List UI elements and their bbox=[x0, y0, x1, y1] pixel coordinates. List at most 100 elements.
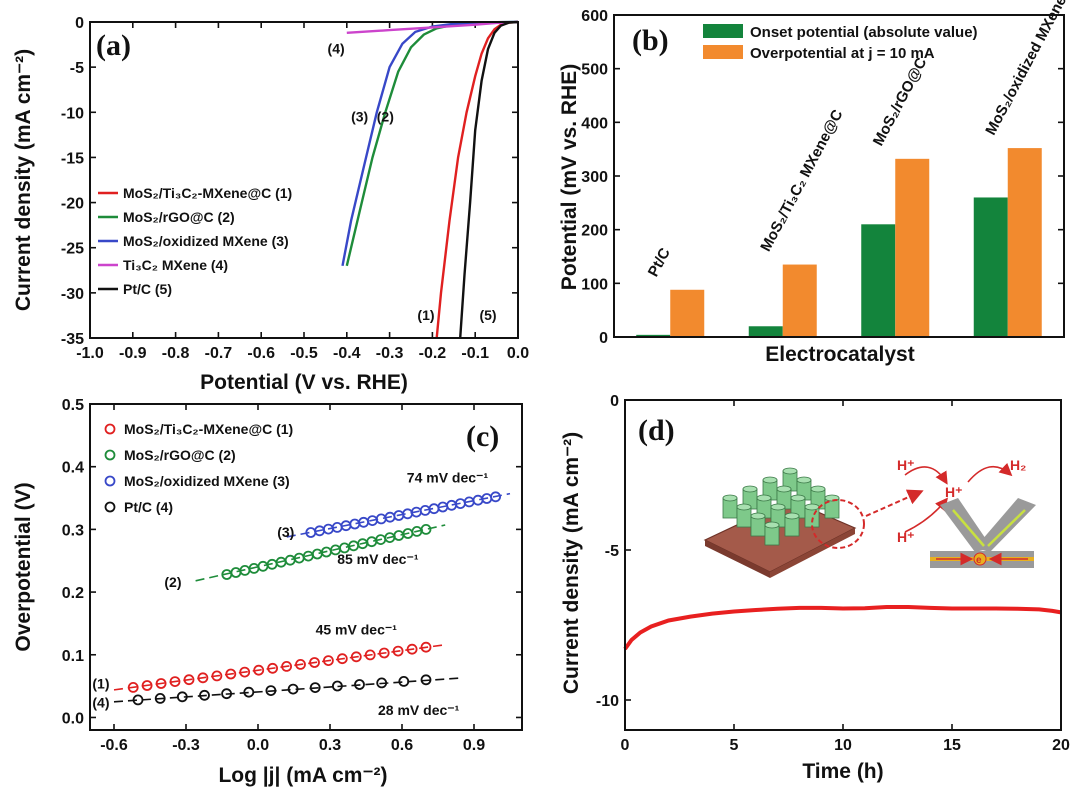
y-tick-label: -5 bbox=[605, 543, 619, 560]
slope-label: 85 mV dec⁻¹ bbox=[337, 551, 419, 567]
data-point bbox=[331, 680, 343, 692]
inset-h-plus-bottom: H⁺ bbox=[897, 529, 915, 545]
data-point bbox=[309, 682, 321, 693]
data-point bbox=[366, 536, 378, 548]
panel-a-xlabel: Potential (V vs. RHE) bbox=[200, 371, 408, 394]
y-tick-label: 0.5 bbox=[62, 397, 84, 414]
y-tick-label: -10 bbox=[596, 693, 619, 710]
panel-a-ylabel: Current density (mA cm⁻²) bbox=[12, 49, 35, 311]
panel-a-series bbox=[341, 20, 519, 339]
series-line-2 bbox=[345, 20, 519, 267]
x-tick-label: -0.9 bbox=[119, 345, 147, 362]
data-point bbox=[281, 661, 293, 672]
slope-label: (1) bbox=[92, 676, 109, 692]
panel-b-legend: Onset potential (absolute value) Overpote… bbox=[703, 24, 978, 62]
panel-d-ylabel: Current density (mA cm⁻²) bbox=[560, 432, 583, 694]
data-point bbox=[253, 664, 265, 676]
data-point bbox=[132, 694, 144, 706]
data-point bbox=[350, 651, 362, 663]
data-point bbox=[287, 683, 299, 695]
bar bbox=[973, 197, 1008, 337]
data-point bbox=[406, 643, 418, 655]
slope-label: 28 mV dec⁻¹ bbox=[378, 702, 460, 718]
panel-b-xlabel: Electrocatalyst bbox=[765, 343, 914, 366]
series-line-1 bbox=[435, 20, 519, 339]
y-tick-label: -35 bbox=[61, 331, 84, 348]
panel-c-label: (c) bbox=[466, 420, 499, 453]
panel-d-label: (d) bbox=[638, 414, 675, 447]
slope-label: (3) bbox=[277, 524, 294, 540]
panel-a: (a) -1.0 -0.9 -0.8 -0.7 -0.6 -0.5 -0.4 -0.3 -0.2… bbox=[12, 15, 529, 394]
panel-a-frame bbox=[89, 21, 519, 339]
data-point bbox=[199, 689, 210, 701]
reaction-scheme: H⁺ H₂ H⁺ H⁺ bbox=[897, 457, 1026, 545]
y-tick-label: -15 bbox=[61, 150, 84, 167]
slope-label: 45 mV dec⁻¹ bbox=[316, 622, 398, 638]
x-tick-label: 10 bbox=[834, 737, 852, 754]
x-tick-label: 0.9 bbox=[463, 737, 485, 754]
y-tick-label: 0.2 bbox=[62, 585, 84, 602]
x-tick-label: 0 bbox=[621, 737, 630, 754]
legend-entry: Ti₃C₂ MXene (4) bbox=[123, 257, 228, 273]
bar bbox=[748, 326, 783, 337]
data-point bbox=[472, 494, 484, 506]
data-point bbox=[183, 674, 195, 686]
panel-b-ylabel: Potential (mV vs. RHE) bbox=[558, 64, 581, 290]
y-tick-label: 0 bbox=[599, 330, 608, 347]
data-point bbox=[154, 693, 166, 704]
data-point bbox=[221, 688, 233, 700]
bar bbox=[895, 158, 930, 337]
data-point bbox=[393, 530, 405, 541]
catalyst-array-illustration bbox=[703, 467, 857, 578]
category-label: MoS₂/rGO@C bbox=[870, 55, 931, 149]
panel-b-frame bbox=[613, 14, 1065, 338]
inset-electron: e bbox=[976, 555, 982, 566]
x-tick-label: -0.6 bbox=[247, 345, 275, 362]
data-point bbox=[336, 653, 348, 665]
slope-label: (4) bbox=[92, 694, 109, 710]
panel-c-annotations: 74 mV dec⁻¹ 85 mV dec⁻¹ 45 mV dec⁻¹ 28 mV d… bbox=[92, 469, 488, 718]
data-point bbox=[364, 649, 376, 661]
data-point bbox=[376, 677, 388, 689]
data-point bbox=[239, 666, 251, 678]
data-point bbox=[420, 641, 432, 653]
panel-d-series bbox=[623, 605, 1062, 651]
y-tick-label: -25 bbox=[61, 241, 84, 258]
panel-c: -0.6 -0.3 0.0 0.3 0.6 0.9 0.0 0.1 0.2 0.3 0.4 0.5 7… bbox=[12, 397, 523, 787]
category-label: Pt/C bbox=[645, 245, 674, 280]
bar bbox=[670, 289, 705, 337]
data-point bbox=[375, 513, 387, 525]
y-tick-label: 0 bbox=[610, 393, 619, 410]
curve-label: (4) bbox=[328, 41, 345, 57]
legend-swatch bbox=[104, 475, 116, 487]
data-point bbox=[284, 554, 296, 566]
y-tick-label: 0.1 bbox=[62, 648, 84, 665]
legend-entry: Onset potential (absolute value) bbox=[750, 24, 978, 41]
y-tick-label: 0 bbox=[75, 15, 84, 32]
y-tick-label: -30 bbox=[61, 286, 84, 303]
legend-swatch bbox=[104, 501, 116, 513]
panel-c-xlabel: Log |j| (mA cm⁻²) bbox=[218, 764, 387, 787]
y-tick-label: -10 bbox=[61, 105, 84, 122]
data-point bbox=[349, 518, 361, 530]
curve-label: (5) bbox=[479, 307, 496, 323]
x-tick-label: 20 bbox=[1052, 737, 1070, 754]
legend-entry: MoS₂/Ti₃C₂-MXene@C (1) bbox=[123, 185, 292, 201]
data-point bbox=[322, 655, 334, 666]
data-point bbox=[311, 548, 323, 560]
panel-c-ylabel: Overpotential (V) bbox=[12, 482, 35, 651]
y-tick-label: 100 bbox=[581, 276, 608, 293]
x-tick-label: -0.5 bbox=[290, 345, 318, 362]
panel-c-legend: MoS₂/Ti₃C₂-MXene@C (1) MoS₂/rGO@C (2) MoS₂… bbox=[104, 421, 293, 515]
y-tick-label: 600 bbox=[581, 8, 608, 25]
x-tick-label: 0.0 bbox=[247, 737, 269, 754]
panel-b-ticks: 0 100 200 300 400 500 600 bbox=[581, 8, 1064, 347]
panel-b: 0 100 200 300 400 500 600 Pt/C MoS₂/Ti₃C₂ MXene… bbox=[558, 0, 1070, 366]
data-point bbox=[176, 691, 188, 703]
legend-entry: MoS₂/rGO@C (2) bbox=[123, 209, 235, 225]
panel-d-frame bbox=[624, 399, 1062, 731]
data-point bbox=[378, 647, 390, 659]
legend-swatch bbox=[104, 449, 116, 461]
legend-entry: MoS₂/oxidized MXene (3) bbox=[123, 233, 289, 249]
legend-entry: MoS₂/rGO@C (2) bbox=[124, 447, 236, 463]
